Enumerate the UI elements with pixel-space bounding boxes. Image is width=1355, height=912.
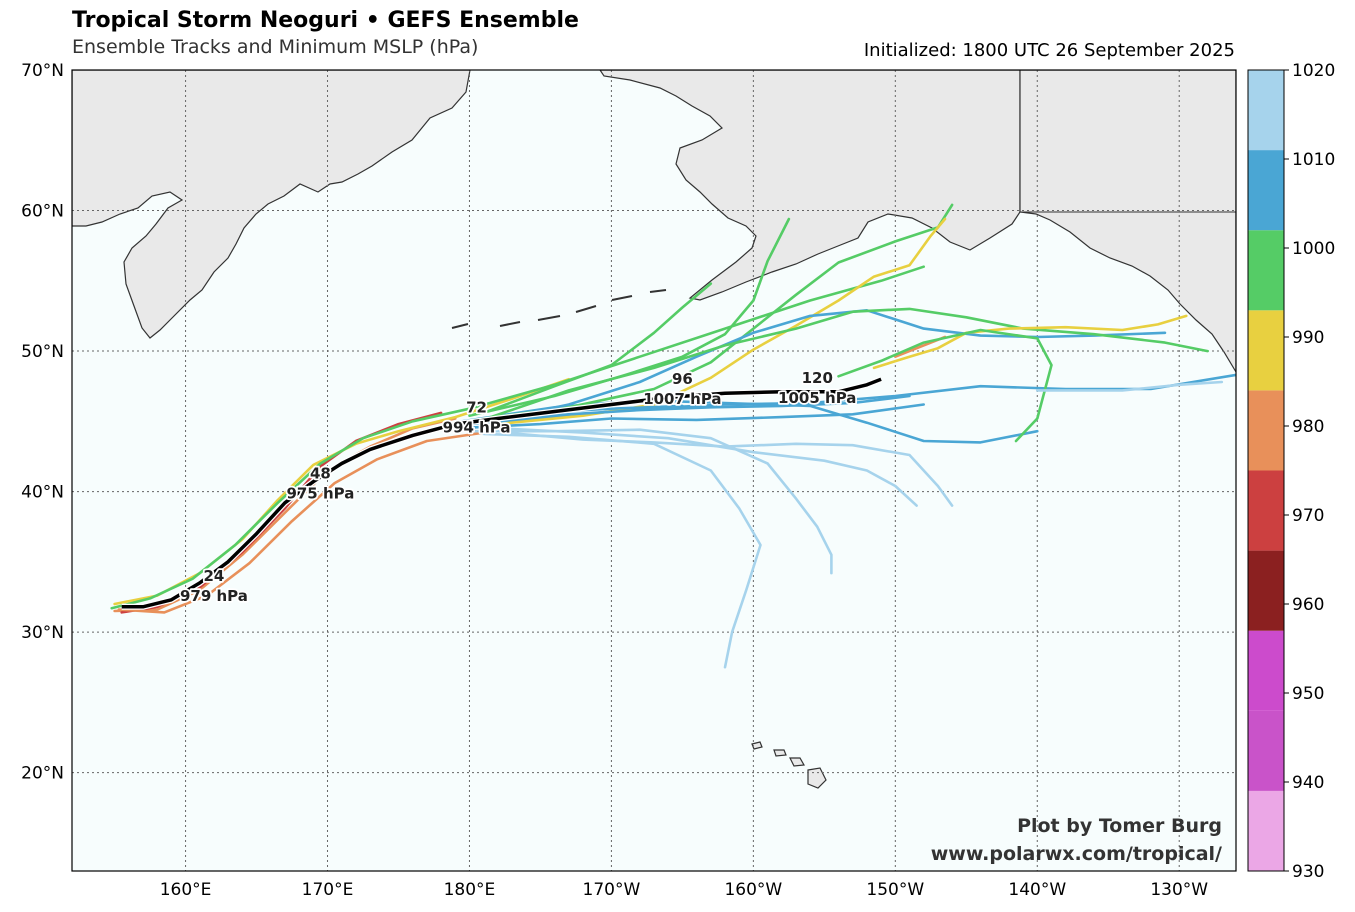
colorbar-label: 930 <box>1292 862 1324 882</box>
track-label-pressure: 979 hPa <box>180 587 248 605</box>
track-label-pressure: 994 hPa <box>443 418 511 436</box>
chart-title: Tropical Storm Neoguri • GEFS Ensemble <box>72 8 579 33</box>
colorbar-label: 1020 <box>1292 61 1335 81</box>
ensemble-track-15 <box>489 307 1209 419</box>
chart-subtitle: Ensemble Tracks and Minimum MSLP (hPa) <box>72 36 479 58</box>
track-label-pressure-halo: 979 hPa <box>180 587 248 605</box>
lon-tick-label: 160°W <box>724 880 782 900</box>
colorbar-segment <box>1248 550 1284 631</box>
land-siberia <box>72 70 471 339</box>
credit-line-1: Plot by Tomer Burg <box>1017 815 1222 837</box>
lat-tick-label: 20°N <box>21 764 64 784</box>
land-masses <box>72 70 1236 789</box>
track-label-hour: 72 <box>466 398 487 416</box>
lat-tick-label: 60°N <box>21 202 64 222</box>
ensemble-track-9 <box>496 427 918 507</box>
lon-tick-label: 170°E <box>302 880 354 900</box>
ensemble-track-18 <box>837 328 1053 443</box>
track-label-pressure-halo: 1005 hPa <box>778 389 856 407</box>
track-label-hour-halo: 24 <box>204 567 225 585</box>
ensemble-track-3 <box>117 431 485 614</box>
colorbar-segment <box>1248 470 1284 551</box>
colorbar-segment <box>1248 630 1284 711</box>
lon-tick-label: 170°W <box>583 880 641 900</box>
land-aleutians <box>451 289 667 329</box>
track-label-hour-halo: 72 <box>466 398 487 416</box>
ensemble-track-4 <box>110 265 925 610</box>
credit-line-2: www.polarwx.com/tropical/ <box>931 843 1222 865</box>
colorbar-segment <box>1248 70 1284 151</box>
ensemble-track-23 <box>482 282 713 415</box>
colorbar-segment <box>1248 310 1284 391</box>
lon-tick-label: 160°E <box>160 880 212 900</box>
colorbar-label: 960 <box>1292 595 1324 615</box>
ensemble-track-20 <box>503 431 954 507</box>
lon-tick-label: 130°W <box>1150 880 1208 900</box>
colorbar-frame <box>1247 69 1285 872</box>
lon-tick-label: 180°E <box>444 880 496 900</box>
colorbar: 1020 1010 1000 990 980 970 960 950 940 930 <box>1247 61 1335 882</box>
track-label-hour-halo: 96 <box>672 370 693 388</box>
colorbar-segment <box>1248 790 1284 871</box>
ensemble-track-6 <box>454 403 925 430</box>
lat-tick-label: 40°N <box>21 483 64 503</box>
colorbar-label: 1010 <box>1292 150 1335 170</box>
colorbar-segment <box>1248 390 1284 471</box>
ensemble-track-16 <box>872 314 1188 370</box>
lat-tick-label: 50°N <box>21 342 64 362</box>
lon-tick-label: 140°W <box>1008 880 1066 900</box>
ensemble-tracks <box>110 203 1236 669</box>
ensemble-track-12 <box>482 203 954 420</box>
colorbar-label: 990 <box>1292 328 1324 348</box>
land-hawaii <box>751 741 827 789</box>
track-label-hour-halo: 120 <box>802 369 833 387</box>
colorbar-label: 940 <box>1292 773 1324 793</box>
track-label-hour-halo: 48 <box>310 464 331 482</box>
colorbar-label: 950 <box>1292 684 1324 704</box>
land-alaska <box>599 70 1021 301</box>
colorbar-segment <box>1248 150 1284 231</box>
track-label-hour: 96 <box>672 370 693 388</box>
colorbar-segment <box>1248 230 1284 311</box>
ensemble-track-0 <box>113 417 457 613</box>
track-label-hour: 24 <box>204 567 225 585</box>
track-label-hour: 120 <box>802 369 833 387</box>
track-label-pressure: 975 hPa <box>286 484 354 502</box>
track-label-hour: 48 <box>310 464 331 482</box>
mean-track-line <box>121 377 882 609</box>
axis-labels: 70°N 60°N 50°N 40°N 30°N 20°N 160°E 170°E 180°E 1… <box>21 61 1208 900</box>
init-time: Initialized: 1800 UTC 26 September 2025 <box>863 40 1235 61</box>
colorbar-label: 1000 <box>1292 239 1335 259</box>
lon-tick-label: 150°W <box>866 880 924 900</box>
ensemble-track-14 <box>482 309 1167 424</box>
track-label-pressure-halo: 975 hPa <box>286 484 354 502</box>
colorbar-segment <box>1248 710 1284 791</box>
track-label-pressure: 1005 hPa <box>778 389 856 407</box>
track-label-pressure-halo: 994 hPa <box>443 418 511 436</box>
lat-tick-label: 30°N <box>21 623 64 643</box>
colorbar-label: 970 <box>1292 506 1324 526</box>
track-label-pressure: 1007 hPa <box>643 390 721 408</box>
colorbar-label: 980 <box>1292 417 1324 437</box>
ensemble-mean-track <box>121 376 883 610</box>
plot-frame <box>71 69 1237 872</box>
ensemble-track-7 <box>468 428 833 575</box>
ensemble-track-19 <box>482 394 911 422</box>
track-label-pressure-halo: 1007 hPa <box>643 390 721 408</box>
land-canada <box>1019 70 1236 374</box>
lat-tick-label: 70°N <box>21 61 64 81</box>
ensemble-track-21 <box>1036 380 1224 392</box>
